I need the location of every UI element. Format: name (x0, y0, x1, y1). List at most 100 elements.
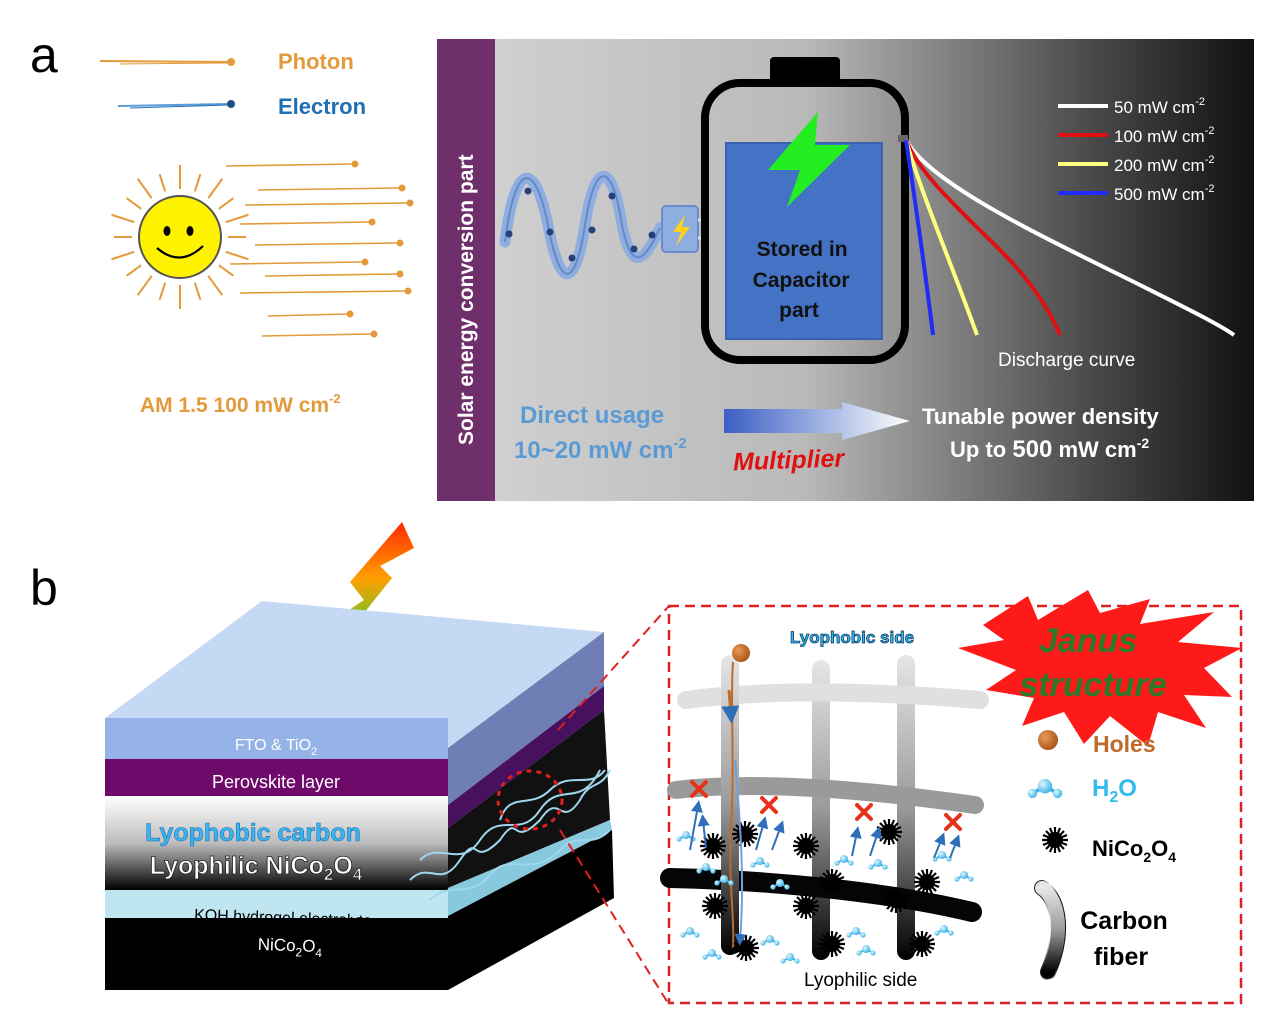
hole-particle (732, 644, 750, 662)
panel-a-letter: a (30, 27, 58, 83)
legend-photon-label: Photon (278, 49, 354, 74)
sun-ray (111, 213, 135, 224)
electron-path-arrow (734, 759, 747, 946)
curve-100 (904, 139, 1062, 336)
photon-dot (368, 218, 376, 226)
wave-electrons (505, 187, 656, 262)
panel-a: a Photon Electron AM 1.5 100 mW cm-2 (30, 27, 1254, 501)
zoom-circle (496, 769, 564, 831)
photon-dot (404, 287, 412, 295)
janus-label-1: Janus (1039, 622, 1137, 660)
layer-fto (105, 718, 448, 759)
nico-label: NiCo2O4 (1092, 836, 1176, 865)
sun-ray (158, 173, 167, 192)
photon-streak (267, 313, 348, 317)
sun-ray (207, 275, 224, 296)
curve-50 (904, 139, 1236, 337)
sun-ray (193, 173, 202, 192)
photon-rays (225, 160, 414, 338)
ion-arrow (949, 834, 961, 859)
legend-electron: Electron (117, 94, 366, 119)
layer-lyophilic-label: Lyophilic NiCo2O4 (150, 852, 363, 884)
photon-streak (225, 163, 353, 167)
solar-side-label: Solar energy conversion part (455, 154, 478, 445)
photon-streak (254, 242, 398, 246)
ion-arrow (689, 800, 703, 851)
layer-nico-bottom (105, 918, 448, 990)
panel-b: b FTO & TiO2 Perovskite (30, 522, 1243, 1005)
discharge-curves (898, 135, 1236, 337)
tunable-value: Up to 500 mW cm-2 (950, 435, 1149, 463)
janus-label-2: structure (1019, 666, 1166, 704)
curve-legend: 50 mW cm-2 100 mW cm-2 200 mW cm-2 500 mW c… (1058, 96, 1214, 204)
curve-legend-label: 500 mW cm-2 (1114, 183, 1214, 204)
layer-perovskite-label: Perovskite layer (212, 772, 340, 792)
sun-ray (126, 197, 142, 210)
sun-ray (218, 197, 234, 210)
sun-ray (111, 250, 135, 261)
photon-dot (351, 160, 359, 168)
fiber-label: fiber (1094, 943, 1148, 971)
solar-side-bar (437, 39, 495, 501)
sun-icon (111, 165, 249, 309)
capacitor-label: Stored in Capacitor part (753, 238, 856, 322)
layer-lyophobic-label: Lyophobic carbon (145, 819, 361, 847)
ion-arrow (755, 816, 769, 851)
carbon-fibers (409, 769, 611, 901)
photon-dot (398, 184, 406, 192)
sun-ray (136, 275, 153, 296)
ion-arrow (849, 826, 862, 857)
photon-streak (257, 187, 400, 191)
photon-dot (396, 239, 404, 247)
layer-koh (105, 890, 448, 918)
photon-streak (239, 290, 406, 294)
sun-ray (136, 178, 153, 199)
tunable-label: Tunable power density (922, 404, 1160, 429)
device-top-face (105, 601, 604, 748)
photon-dot (361, 258, 369, 266)
photon-dot (406, 199, 414, 207)
panel-b-letter: b (30, 560, 58, 616)
direct-usage-label: Direct usage (520, 402, 664, 429)
inset-legend: Holes H2O NiCo2O4 Carbon fiber (1025, 730, 1176, 980)
carbon-label: Carbon (1080, 907, 1168, 935)
multiplier-arrow (724, 402, 910, 440)
rainbow-lightning-icon (340, 522, 414, 684)
layer-perovskite (105, 759, 448, 796)
sun-intensity-label: AM 1.5 100 mW cm-2 (140, 391, 341, 417)
lyophobic-side-label: Lyophobic side (790, 628, 914, 647)
photon-streak (261, 333, 372, 337)
chip-bolt-icon (673, 215, 690, 246)
janus-starburst (958, 590, 1242, 746)
sun-ray (207, 178, 224, 199)
photon-dot (346, 310, 354, 318)
curve-200 (904, 139, 979, 336)
curve-legend-label: 50 mW cm-2 (1114, 96, 1205, 117)
legend-electron-label: Electron (278, 94, 366, 119)
layer-fto-label: FTO & TiO2 (235, 737, 317, 758)
lyophilic-side-label: Lyophilic side (804, 970, 917, 991)
layer-carbon (105, 796, 448, 890)
sun-ray (218, 264, 234, 277)
zoom-line-bottom (559, 829, 669, 1004)
legend-photon: Photon (99, 49, 354, 74)
ion-arrow (697, 814, 710, 849)
capacitor-storage (725, 142, 883, 340)
holes-legend-icon (1038, 730, 1058, 750)
layer-nico-label: NiCo2O4 (257, 935, 322, 960)
holes-label: Holes (1093, 731, 1156, 757)
direct-usage-value: 10~20 mW cm-2 (514, 435, 687, 464)
photon-dot (370, 330, 378, 338)
zoom-line-top (557, 606, 669, 731)
photon-streak (264, 273, 398, 277)
sun-ray (225, 250, 249, 261)
capacitor-battery: Stored in Capacitor part (701, 57, 909, 364)
device-stack: FTO & TiO2 Perovskite layer Lyophobic ca… (105, 601, 614, 990)
layer-koh-label: KOH hydrogel electrolyte (194, 907, 372, 930)
lightning-icon (768, 112, 850, 207)
ion-arrow (771, 820, 785, 851)
photon-streak (244, 202, 408, 206)
photon-streak (229, 261, 363, 265)
curve-legend-label: 200 mW cm-2 (1114, 154, 1214, 175)
